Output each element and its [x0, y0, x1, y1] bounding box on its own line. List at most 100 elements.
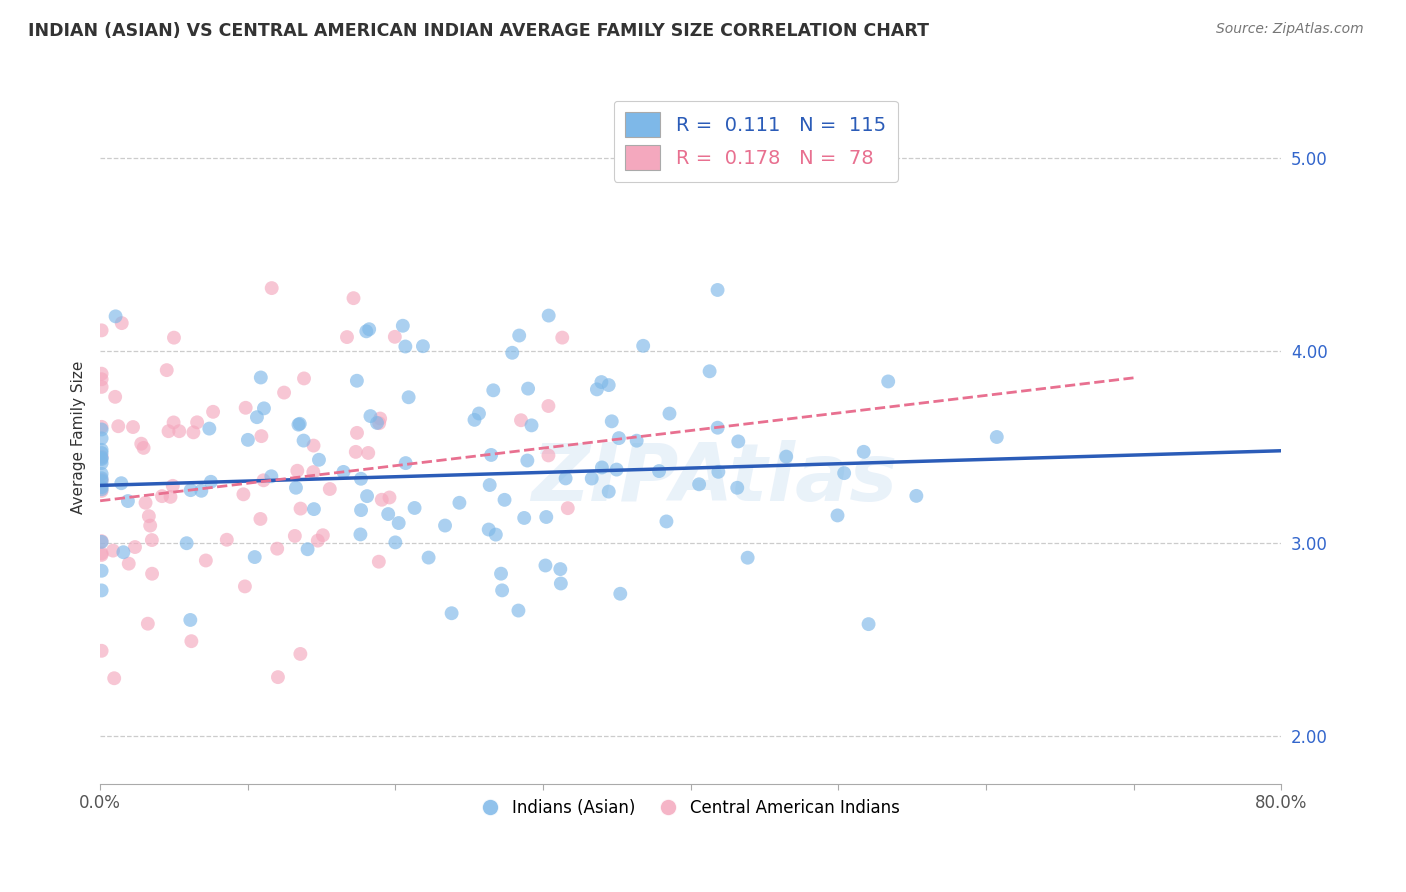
- Point: [90, 380, 112, 394]
- Point: [179, 613, 201, 627]
- Point: [111, 316, 134, 330]
- Point: [482, 384, 505, 398]
- Point: [90, 450, 112, 464]
- Point: [90, 534, 112, 549]
- Point: [516, 453, 538, 467]
- Point: [468, 407, 491, 421]
- Point: [394, 339, 416, 353]
- Point: [260, 469, 283, 483]
- Point: [418, 550, 440, 565]
- Point: [90, 473, 112, 487]
- Point: [655, 515, 678, 529]
- Point: [905, 489, 928, 503]
- Point: [371, 492, 394, 507]
- Point: [600, 414, 623, 428]
- Point: [598, 378, 620, 392]
- Point: [388, 516, 411, 530]
- Point: [598, 484, 620, 499]
- Text: Source: ZipAtlas.com: Source: ZipAtlas.com: [1216, 22, 1364, 37]
- Point: [706, 283, 728, 297]
- Point: [297, 542, 319, 557]
- Point: [494, 492, 516, 507]
- Point: [141, 566, 163, 581]
- Point: [312, 528, 335, 542]
- Point: [122, 420, 145, 434]
- Point: [150, 489, 173, 503]
- Point: [550, 562, 572, 576]
- Point: [368, 416, 391, 430]
- Point: [138, 509, 160, 524]
- Point: [183, 425, 205, 440]
- Point: [290, 647, 312, 661]
- Point: [699, 364, 721, 378]
- Point: [90, 474, 112, 488]
- Point: [266, 541, 288, 556]
- Point: [491, 583, 513, 598]
- Legend: Indians (Asian), Central American Indians: Indians (Asian), Central American Indian…: [475, 793, 907, 824]
- Point: [90, 367, 112, 381]
- Point: [586, 383, 609, 397]
- Point: [190, 483, 212, 498]
- Point: [156, 363, 179, 377]
- Point: [90, 467, 112, 481]
- Point: [253, 401, 276, 416]
- Point: [344, 445, 367, 459]
- Point: [90, 583, 112, 598]
- Point: [90, 422, 112, 436]
- Point: [606, 462, 628, 476]
- Point: [378, 491, 401, 505]
- Point: [986, 430, 1008, 444]
- Point: [180, 483, 202, 498]
- Point: [129, 436, 152, 450]
- Point: [609, 587, 631, 601]
- Point: [449, 496, 471, 510]
- Point: [631, 339, 654, 353]
- Point: [307, 533, 329, 548]
- Point: [107, 419, 129, 434]
- Point: [688, 477, 710, 491]
- Point: [359, 322, 381, 336]
- Point: [198, 421, 221, 435]
- Point: [285, 481, 308, 495]
- Point: [581, 471, 603, 485]
- Point: [508, 603, 530, 617]
- Point: [90, 471, 112, 485]
- Point: [336, 330, 359, 344]
- Point: [110, 476, 132, 491]
- Point: [194, 553, 217, 567]
- Point: [626, 434, 648, 448]
- Point: [104, 390, 127, 404]
- Point: [392, 318, 415, 333]
- Point: [292, 434, 315, 448]
- Point: [517, 382, 540, 396]
- Point: [356, 489, 378, 503]
- Point: [489, 566, 512, 581]
- Point: [648, 464, 671, 478]
- Point: [737, 550, 759, 565]
- Point: [90, 548, 112, 562]
- Point: [118, 557, 141, 571]
- Point: [202, 405, 225, 419]
- Point: [858, 617, 880, 632]
- Point: [288, 417, 311, 431]
- Point: [346, 374, 368, 388]
- Point: [395, 456, 418, 470]
- Point: [404, 500, 426, 515]
- Point: [775, 450, 797, 464]
- Point: [186, 415, 208, 429]
- Point: [536, 510, 558, 524]
- Point: [550, 576, 572, 591]
- Point: [267, 670, 290, 684]
- Point: [510, 413, 533, 427]
- Point: [513, 511, 536, 525]
- Point: [103, 671, 125, 685]
- Point: [367, 555, 389, 569]
- Point: [384, 535, 406, 549]
- Point: [200, 475, 222, 489]
- Point: [658, 407, 681, 421]
- Point: [412, 339, 434, 353]
- Point: [167, 424, 190, 438]
- Point: [366, 416, 388, 430]
- Point: [852, 445, 875, 459]
- Point: [157, 424, 180, 438]
